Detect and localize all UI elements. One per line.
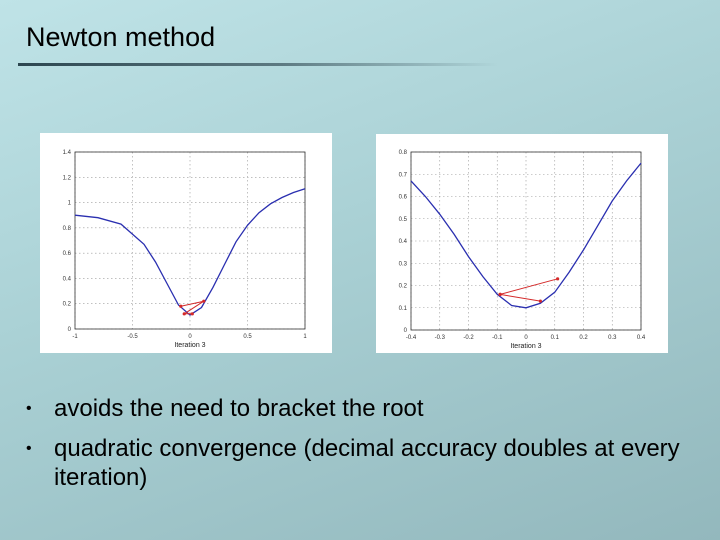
x-tick-label: 0.3: [608, 335, 617, 341]
bullet-item: • avoids the need to bracket the root: [26, 394, 706, 423]
newton-iterate-point: [190, 312, 194, 316]
newton-plot-left-svg: -1 -0.5 0 0.5 1 0 0.2 0.4 0.6 0.8 1 1.2 1.4 Iteration…: [63, 150, 308, 349]
x-axis-label: Iteration 3: [174, 342, 205, 349]
x-tick-label: -0.5: [127, 334, 138, 340]
newton-iterate-point: [556, 277, 560, 281]
x-tick-label: -0.4: [406, 335, 417, 341]
y-tick-label: 0.3: [399, 261, 408, 267]
x-tick-label: 0.5: [243, 334, 252, 340]
y-tick-label: 0.2: [63, 302, 72, 308]
x-tick-label: -0.3: [435, 335, 446, 341]
x-tick-label: 1: [303, 334, 307, 340]
x-tick-label: -0.1: [492, 335, 503, 341]
y-tick-label: 0.4: [63, 276, 72, 282]
newton-plot-left: -1 -0.5 0 0.5 1 0 0.2 0.4 0.6 0.8 1 1.2 1.4 Iteration…: [40, 133, 332, 353]
newton-iterate-point: [182, 312, 186, 316]
y-tick-label: 0.8: [63, 226, 72, 232]
slide-title: Newton method: [26, 22, 216, 52]
bullet-text: quadratic convergence (decimal accuracy …: [54, 435, 680, 491]
title-underline: [18, 63, 498, 66]
newton-iterate-point: [179, 304, 183, 308]
y-tick-label: 0.4: [399, 239, 408, 245]
axes-frame: [410, 151, 642, 331]
x-tick-label: 0: [188, 334, 192, 340]
y-tick-label: 1: [68, 201, 72, 207]
y-tick-label: 0.7: [399, 172, 408, 178]
newton-iterate-point: [202, 299, 206, 303]
y-tick-label: 1.4: [63, 150, 72, 156]
y-tick-label: 0.6: [399, 195, 408, 201]
y-tick-label: 0.5: [399, 217, 408, 223]
bullet-icon: •: [26, 440, 32, 457]
newton-iterate-path: [499, 278, 558, 302]
bullet-list: • avoids the need to bracket the root • …: [26, 394, 706, 503]
bullet-icon: •: [26, 400, 32, 417]
y-tick-label: 0.8: [399, 150, 408, 156]
x-axis-label: Iteration 3: [510, 343, 541, 350]
x-tick-label: -1: [72, 334, 78, 340]
x-tick-label: 0.4: [637, 335, 646, 341]
y-tick-label: 0.1: [399, 306, 408, 312]
function-curve: [74, 188, 306, 316]
x-tick-label: 0.1: [551, 335, 560, 341]
bullet-text: avoids the need to bracket the root: [54, 395, 424, 422]
axes-frame: [74, 151, 306, 330]
newton-plot-right: -0.4 -0.3 -0.2 -0.1 0 0.1 0.2 0.3 0.4 0 0.1 0.2 0.3 0…: [376, 134, 668, 353]
newton-iterate-path: [180, 300, 205, 315]
newton-iterate-point: [498, 292, 502, 296]
newton-iterate-point: [538, 299, 542, 303]
x-tick-label: -0.2: [463, 335, 474, 341]
y-tick-label: 0: [404, 328, 408, 334]
newton-plot-right-svg: -0.4 -0.3 -0.2 -0.1 0 0.1 0.2 0.3 0.4 0 0.1 0.2 0.3 0…: [399, 150, 646, 350]
x-tick-label: 0: [524, 335, 528, 341]
function-curve: [410, 162, 642, 309]
y-tick-label: 0.2: [399, 284, 408, 290]
y-tick-label: 0: [68, 327, 72, 333]
y-tick-label: 0.6: [63, 251, 72, 257]
y-tick-label: 1.2: [63, 175, 72, 181]
x-tick-label: 0.2: [579, 335, 588, 341]
bullet-item: • quadratic convergence (decimal accurac…: [26, 434, 706, 492]
